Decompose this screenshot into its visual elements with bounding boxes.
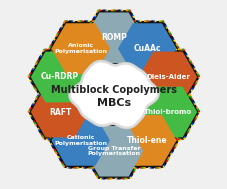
Polygon shape bbox=[115, 113, 178, 168]
Polygon shape bbox=[49, 21, 112, 76]
Polygon shape bbox=[72, 64, 155, 125]
Text: CuAAc: CuAAc bbox=[133, 44, 160, 53]
Text: RAFT: RAFT bbox=[49, 108, 71, 117]
Polygon shape bbox=[49, 113, 112, 168]
Polygon shape bbox=[135, 84, 199, 140]
Text: Multiblock Copolymers: Multiblock Copolymers bbox=[51, 85, 176, 95]
Polygon shape bbox=[135, 49, 199, 105]
Text: Cu-RDRP: Cu-RDRP bbox=[41, 72, 79, 81]
Text: MBCs: MBCs bbox=[96, 98, 131, 108]
Polygon shape bbox=[31, 87, 89, 137]
Text: Anionic
Polymerisation: Anionic Polymerisation bbox=[54, 43, 107, 54]
Polygon shape bbox=[72, 64, 155, 125]
Polygon shape bbox=[82, 10, 145, 65]
Text: Diels-Alder: Diels-Alder bbox=[145, 74, 189, 80]
Text: Group Transfer
Polymerisation: Group Transfer Polymerisation bbox=[87, 146, 140, 156]
Polygon shape bbox=[51, 23, 109, 74]
Polygon shape bbox=[72, 64, 155, 125]
Polygon shape bbox=[84, 12, 143, 63]
Text: ROMP: ROMP bbox=[101, 33, 126, 42]
Polygon shape bbox=[28, 84, 92, 140]
Text: Cationic
Polymerisation: Cationic Polymerisation bbox=[54, 135, 107, 146]
Text: Thiol-bromo: Thiol-bromo bbox=[143, 109, 191, 115]
Polygon shape bbox=[115, 21, 178, 76]
Polygon shape bbox=[138, 52, 196, 102]
Polygon shape bbox=[51, 115, 109, 166]
Polygon shape bbox=[28, 49, 92, 105]
Text: Thiol-ene: Thiol-ene bbox=[126, 136, 167, 145]
Polygon shape bbox=[84, 126, 143, 177]
Polygon shape bbox=[118, 23, 176, 74]
Polygon shape bbox=[138, 87, 196, 137]
Polygon shape bbox=[82, 124, 145, 179]
Polygon shape bbox=[118, 115, 176, 166]
Polygon shape bbox=[31, 52, 89, 102]
